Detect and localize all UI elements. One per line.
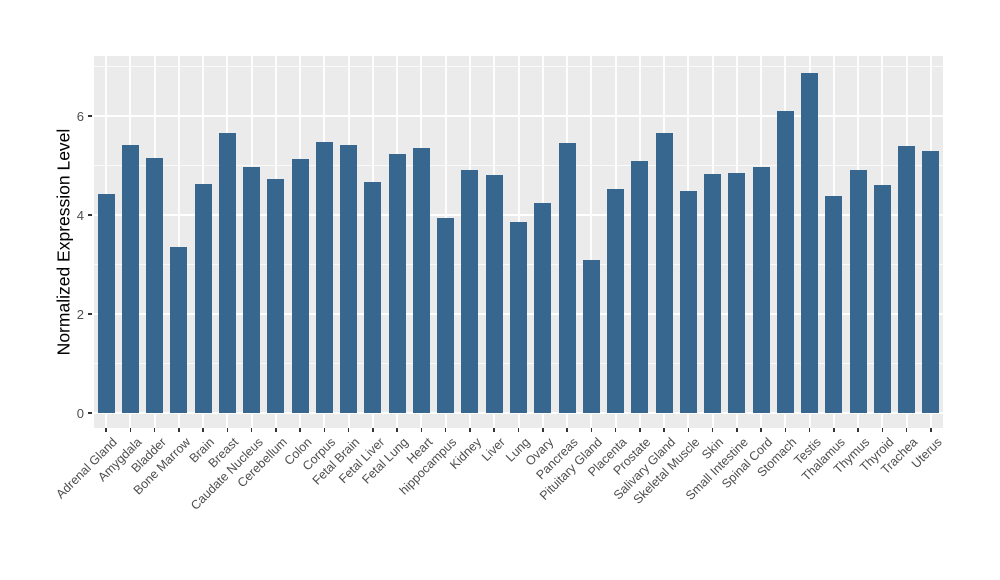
x-tick-mark — [372, 428, 374, 432]
bar-lung — [510, 221, 527, 413]
y-axis-title: Normalized Expression Level — [53, 128, 74, 356]
bar-liver — [485, 175, 503, 413]
x-tick-mark — [323, 428, 326, 432]
x-tick-mark — [178, 428, 180, 432]
x-tick-mark — [711, 428, 714, 432]
bar-heart — [412, 148, 430, 413]
x-tick-mark — [129, 428, 132, 432]
y-tick-mark — [88, 412, 92, 414]
y-tick-mark — [88, 115, 92, 117]
y-tick-label-2: 2 — [76, 306, 84, 322]
gridline-vertical — [590, 56, 593, 428]
bar-ovary — [534, 203, 552, 413]
bar-thalamus — [825, 196, 843, 413]
bar-kidney — [461, 170, 479, 413]
bar-thymus — [849, 169, 867, 413]
bar-prostate — [631, 161, 649, 413]
bar-adrenal-gland — [97, 194, 115, 413]
bar-colon — [291, 158, 309, 413]
y-tick-label-4: 4 — [76, 207, 84, 223]
x-tick-mark — [444, 428, 447, 432]
y-tick-label-6: 6 — [76, 108, 84, 124]
x-tick-mark — [250, 428, 253, 432]
bar-amygdala — [121, 144, 139, 413]
bar-brain — [194, 184, 212, 413]
bar-corpus — [315, 142, 333, 413]
x-tick-mark — [469, 428, 471, 432]
bar-pituitary-gland — [582, 259, 600, 413]
x-tick-mark — [930, 428, 932, 432]
x-tick-mark — [905, 428, 908, 432]
x-tick-mark — [590, 428, 593, 432]
x-tick-mark — [784, 428, 787, 432]
x-tick-mark — [420, 428, 423, 432]
bar-fetal-liver — [364, 181, 382, 413]
bar-fetal-brain — [340, 145, 358, 413]
y-tick-mark — [88, 214, 92, 216]
bar-skin — [704, 173, 722, 413]
bar-bone-marrow — [170, 246, 188, 413]
x-tick-mark — [517, 428, 520, 432]
x-tick-mark — [881, 428, 884, 432]
x-tick-mark — [226, 428, 229, 432]
bar-pancreas — [558, 142, 576, 413]
x-tick-mark — [105, 428, 107, 432]
x-tick-mark — [639, 428, 641, 432]
x-tick-mark — [760, 428, 762, 432]
x-tick-mark — [153, 428, 156, 432]
y-tick-mark — [88, 313, 92, 315]
bar-spinal-cord — [752, 167, 770, 413]
bar-hippocampus — [437, 217, 455, 413]
bar-salivary-gland — [655, 133, 673, 413]
bar-fetal-lung — [388, 153, 406, 413]
x-tick-mark — [299, 428, 301, 432]
x-tick-mark — [347, 428, 350, 432]
x-tick-mark — [808, 428, 811, 432]
x-tick-mark — [614, 428, 617, 432]
x-tick-mark — [736, 428, 738, 432]
x-tick-mark — [493, 428, 495, 432]
bar-caudate-nucleus — [243, 166, 261, 413]
x-tick-mark — [396, 428, 398, 432]
bar-small-intestine — [728, 172, 746, 413]
x-tick-mark — [687, 428, 690, 432]
x-tick-mark — [542, 428, 544, 432]
x-tick-mark — [857, 428, 859, 432]
x-tick-mark — [566, 428, 568, 432]
bar-bladder — [146, 157, 164, 413]
bar-skeletal-muscle — [679, 191, 697, 413]
x-tick-mark — [202, 428, 204, 432]
bar-breast — [218, 132, 236, 413]
gridline-vertical — [177, 56, 180, 428]
plot-panel — [94, 56, 943, 428]
x-tick-mark — [275, 428, 277, 432]
bar-cerebellum — [267, 179, 285, 413]
x-tick-mark — [833, 428, 835, 432]
x-tick-mark — [663, 428, 665, 432]
bar-thyroid — [873, 184, 891, 413]
bar-testis — [801, 73, 819, 413]
bar-placenta — [607, 188, 625, 413]
y-tick-label-0: 0 — [76, 405, 84, 421]
bar-uterus — [922, 151, 940, 413]
bar-trachea — [898, 145, 916, 413]
bar-stomach — [776, 110, 794, 413]
